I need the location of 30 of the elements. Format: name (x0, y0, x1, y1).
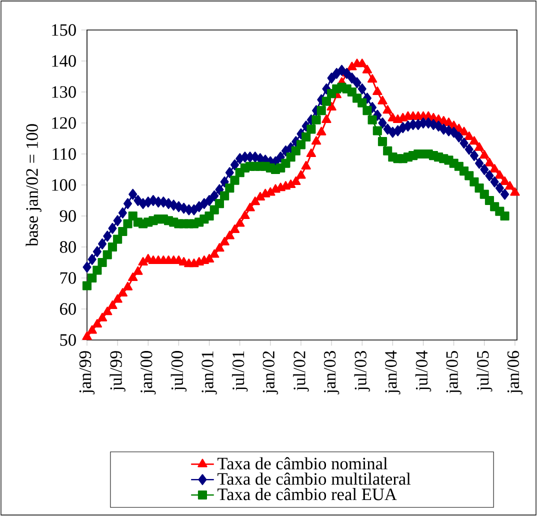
x-tick-label: jan/05 (446, 351, 462, 394)
y-axis-title: base jan/02 = 100 (26, 124, 42, 246)
y-tick-label: 110 (52, 148, 76, 160)
x-tick-label: jul/99 (110, 351, 126, 392)
y-tick-label: 140 (52, 55, 76, 67)
legend-label: Taxa de câmbio nominal (218, 457, 388, 470)
x-tick-label: jul/01 (232, 351, 248, 392)
x-tick-label: jul/00 (170, 351, 187, 392)
x-tick-label: jan/02 (262, 351, 278, 394)
x-tick-label: jul/04 (415, 350, 432, 392)
x-tick-label: jan/04 (385, 350, 400, 394)
legend-label: Taxa de câmbio real EUA (218, 488, 397, 500)
y-tick-label: 130 (52, 86, 76, 98)
y-tick-label: 100 (52, 179, 76, 191)
x-tick-label: jul/03 (354, 351, 370, 392)
x-tick-label: jan/00 (140, 351, 156, 394)
y-tick-label: 120 (52, 117, 76, 129)
y-tick-label: 70 (60, 272, 76, 284)
x-tick-label: jul/05 (476, 351, 492, 392)
x-tick-label: jan/03 (324, 351, 340, 394)
y-tick-label: 50 (60, 334, 76, 346)
y-tick-label: 150 (52, 24, 76, 36)
y-tick-label: 60 (60, 303, 76, 315)
legend-label: Taxa de câmbio multilateral (218, 472, 411, 485)
x-tick-label: jul/02 (293, 351, 309, 392)
y-tick-label: 90 (60, 210, 76, 222)
y-tick-label: 80 (60, 241, 76, 253)
x-tick-label: jan/06 (507, 350, 523, 394)
x-tick-label: jan/99 (79, 351, 95, 394)
x-tick-label: jan/01 (202, 351, 217, 394)
